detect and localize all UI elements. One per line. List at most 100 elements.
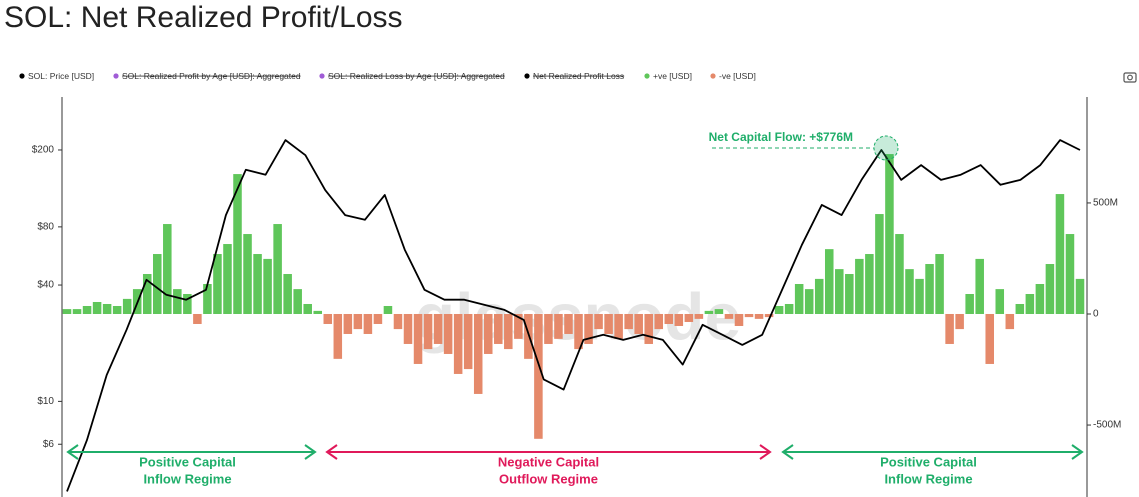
legend-label: Net Realized Profit Loss — [533, 71, 624, 81]
bar — [293, 289, 302, 314]
regime-label: Outflow Regime — [499, 471, 598, 486]
bar — [514, 313, 523, 339]
bar — [774, 305, 784, 314]
bar — [453, 313, 463, 374]
bar — [634, 313, 643, 334]
bar — [92, 301, 102, 314]
y2-tick-label: -500M — [1093, 420, 1121, 431]
bar — [915, 278, 924, 314]
bar — [995, 289, 1005, 314]
bar — [494, 313, 503, 344]
bar — [664, 313, 674, 324]
price-line — [66, 139, 1081, 492]
legend-item[interactable]: -ve [USD] — [710, 71, 756, 81]
bar — [1035, 284, 1045, 314]
bar — [955, 313, 964, 330]
bar — [423, 313, 433, 350]
bar — [443, 313, 453, 354]
bar — [744, 313, 754, 318]
bar — [584, 313, 593, 344]
bar — [885, 154, 894, 314]
annotation-circle — [873, 135, 899, 161]
bar — [544, 313, 553, 344]
bar — [965, 294, 974, 314]
bar — [925, 264, 934, 314]
y-tick-label: $6 — [43, 439, 55, 450]
bar — [413, 313, 423, 364]
bar — [524, 313, 533, 359]
bar — [824, 249, 834, 314]
regime-label: Inflow Regime — [143, 471, 231, 486]
arrow-head — [781, 444, 794, 460]
regime-label: Negative Capital — [498, 454, 599, 469]
bar — [433, 313, 443, 344]
bar — [122, 298, 132, 314]
bar — [764, 313, 774, 318]
bar — [684, 313, 694, 322]
legend-item[interactable]: +ve [USD] — [644, 71, 692, 81]
legend-marker — [319, 73, 325, 79]
legend-marker — [19, 73, 25, 79]
legend-label: SOL: Realized Loss by Age [USD]: Aggrega… — [328, 71, 505, 81]
bar — [835, 269, 844, 314]
arrow-head — [325, 444, 338, 460]
legend-item[interactable]: SOL: Price [USD] — [19, 71, 94, 81]
bar — [313, 310, 323, 314]
bar — [353, 313, 363, 330]
bar — [173, 289, 182, 314]
bar — [323, 313, 333, 324]
legend-label: SOL: Realized Profit by Age [USD]: Aggre… — [122, 71, 301, 81]
bar — [654, 313, 664, 330]
camera-icon[interactable] — [1123, 72, 1137, 83]
bar — [243, 234, 252, 314]
bar — [183, 294, 192, 314]
legend-item[interactable]: Net Realized Profit Loss — [524, 71, 624, 81]
bar — [233, 174, 242, 314]
y2-tick-label: 500M — [1093, 198, 1118, 209]
legend-label: SOL: Price [USD] — [28, 71, 94, 81]
bar — [814, 278, 824, 314]
legend-label: -ve [USD] — [719, 71, 756, 81]
bar — [62, 309, 72, 314]
bar — [574, 313, 583, 350]
arrow-head — [1071, 444, 1084, 460]
bar — [945, 313, 954, 344]
bar — [704, 310, 714, 314]
bar — [564, 313, 573, 334]
bar — [985, 313, 994, 364]
bar — [463, 313, 473, 370]
bar — [1025, 294, 1035, 314]
legend-marker — [524, 73, 530, 79]
legend-label: +ve [USD] — [653, 71, 692, 81]
bar — [213, 254, 222, 314]
legend-marker — [644, 73, 650, 79]
bar — [483, 313, 493, 354]
bar — [714, 309, 724, 314]
legend-item[interactable]: SOL: Realized Loss by Age [USD]: Aggrega… — [319, 71, 505, 81]
bar — [694, 313, 704, 319]
bar — [142, 274, 152, 314]
legend-item[interactable]: SOL: Realized Profit by Age [USD]: Aggre… — [113, 71, 301, 81]
bar — [193, 313, 202, 324]
bar — [1065, 234, 1075, 314]
bar — [855, 258, 864, 314]
bar — [644, 313, 653, 344]
bar — [594, 313, 603, 330]
bar — [935, 254, 944, 314]
bar — [393, 313, 403, 330]
bar — [674, 313, 684, 326]
bar — [163, 224, 172, 314]
legend-marker — [710, 73, 716, 79]
bar — [82, 305, 92, 314]
bar — [343, 313, 353, 334]
legend-marker — [113, 73, 119, 79]
regime-label: Inflow Regime — [884, 471, 972, 486]
bar — [273, 224, 282, 314]
bar — [554, 313, 563, 339]
bar — [724, 313, 734, 319]
arrow-head — [759, 444, 772, 460]
y-tick-label: $200 — [32, 145, 55, 156]
bar — [112, 305, 122, 314]
